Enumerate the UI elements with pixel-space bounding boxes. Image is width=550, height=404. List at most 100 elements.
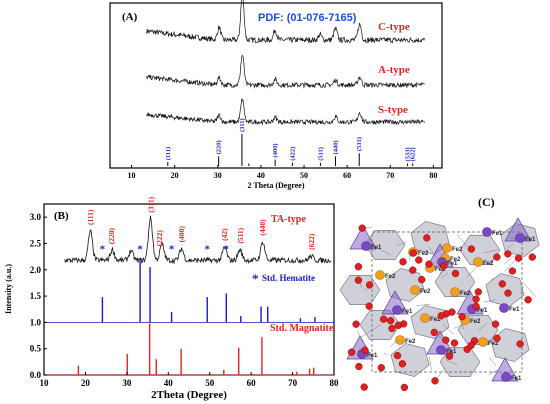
unit-cell-box xyxy=(371,231,523,373)
oxygen-atom xyxy=(474,288,482,296)
fe1-atom-label: Fe1 xyxy=(446,349,457,355)
bond xyxy=(504,255,515,265)
x-tick-label: 10 xyxy=(128,171,136,180)
x-tick-label: 80 xyxy=(429,171,437,180)
bond xyxy=(396,241,407,246)
fe2-atom-label: Fe2 xyxy=(430,317,441,323)
fe2-atom-label: Fe2 xyxy=(470,319,481,325)
y-tick-label: 3.0 xyxy=(30,212,42,222)
panel-a-series-line xyxy=(146,98,425,126)
fe1-atom xyxy=(392,305,402,315)
fe1-atom xyxy=(499,303,509,313)
bond xyxy=(523,282,536,297)
fe2-atom-label: Fe2 xyxy=(405,339,416,345)
bond xyxy=(457,233,468,248)
pdf-annotation: PDF: (01-076-7165) xyxy=(258,12,357,24)
panel-b: (B) 2Theta (Degree) Intensity (a.u.) 10 2… xyxy=(4,196,339,401)
oxygen-atom xyxy=(442,336,450,344)
x-tick-label: 20 xyxy=(81,378,91,388)
x-tick-label: 70 xyxy=(288,378,298,388)
oxygen-atom xyxy=(409,266,417,274)
reference-line-label: (440) xyxy=(333,140,340,154)
reference-line-label: (533) xyxy=(405,147,412,161)
ta-peak-label: (440) xyxy=(258,219,267,236)
panel-b-frame xyxy=(43,203,335,376)
octahedron xyxy=(434,266,476,298)
hematite-marker: * xyxy=(169,243,175,255)
y-tick-label: 1.0 xyxy=(30,317,42,327)
bond xyxy=(483,299,496,303)
bond xyxy=(445,359,458,366)
oxygen-atom xyxy=(361,346,369,354)
oxygen-atom xyxy=(360,383,368,391)
y-tick-label: 0.0 xyxy=(30,370,42,380)
bond xyxy=(483,249,498,254)
bond xyxy=(442,323,454,335)
fe2-atom xyxy=(410,285,420,295)
fe2-atom xyxy=(420,313,430,323)
x-tick-label: 80 xyxy=(330,378,340,388)
bond xyxy=(416,303,431,307)
fe1-atom-label: Fe1 xyxy=(371,245,382,251)
x-tick-label: 40 xyxy=(164,378,174,388)
bond xyxy=(453,324,464,329)
fe1-atom-label: Fe1 xyxy=(511,376,522,382)
bond xyxy=(504,260,516,272)
reference-line-label: (111) xyxy=(165,147,172,160)
fe1-atom-label: Fe1 xyxy=(447,261,458,267)
oxygen-atom xyxy=(508,267,517,275)
ta-type-pattern xyxy=(64,215,332,265)
fe2-atom-label: Fe2 xyxy=(460,291,471,297)
panel-c-crystal-structure: (C) Fe2 Fe2 Fe2 Fe2 Fe2 Fe2 Fe2 Fe2 Fe2 Fe2 Fe2 Fe2… xyxy=(339,195,540,392)
octahedron xyxy=(485,273,525,307)
octahedron xyxy=(490,328,530,362)
fe2-atom-label: Fe2 xyxy=(488,341,499,347)
panel-a: (A) PDF: (01-076-7165) 2 Theta (Degree) … xyxy=(109,0,443,190)
oxygen-atom xyxy=(491,320,500,328)
oxygen-atom xyxy=(388,324,396,333)
oxygen-atom xyxy=(355,362,363,371)
bond xyxy=(488,368,500,376)
panel-b-xlabel: 2Theta (Degree) xyxy=(151,389,227,401)
reference-line-label: (400) xyxy=(272,144,279,158)
oxygen-atom xyxy=(379,315,388,323)
fe1-atom-label: Fe1 xyxy=(477,308,488,314)
panel-a-x-ticks: 10 20 30 40 50 60 70 80 xyxy=(128,165,437,180)
bond xyxy=(383,352,387,356)
oxygen-atom xyxy=(431,377,439,385)
oxygen-atom xyxy=(467,245,476,253)
x-tick-label: 70 xyxy=(386,171,394,180)
fe1-atom xyxy=(501,372,511,382)
bond xyxy=(428,356,432,371)
oxygen-atom xyxy=(430,328,438,337)
ta-type-label: TA-type xyxy=(271,214,306,225)
oxygen-atom xyxy=(425,260,433,268)
oxygen-atom xyxy=(440,262,448,270)
bond xyxy=(441,272,449,279)
oxygen-atom xyxy=(418,275,426,284)
bond xyxy=(358,328,374,339)
oxygen-atom xyxy=(365,281,374,289)
ta-peak-label: (42) xyxy=(220,228,229,241)
panel-a-series-label: A-type xyxy=(378,64,410,76)
panel-a-frame xyxy=(109,2,443,169)
reference-line-label: (622) xyxy=(410,147,417,161)
oxygen-atom xyxy=(504,289,512,297)
x-tick-label: 10 xyxy=(40,378,50,388)
panel-a-xlabel: 2 Theta (Degree) xyxy=(247,181,304,190)
panel-a-series-label: S-type xyxy=(378,104,408,116)
fe2-atom-label: Fe2 xyxy=(483,261,494,267)
oxygen-atom xyxy=(347,348,356,356)
oxygen-atom xyxy=(524,296,532,304)
oxygen-atom xyxy=(365,302,373,310)
fe1-atom-label: Fe1 xyxy=(367,353,378,359)
fe2-atom-label: Fe2 xyxy=(435,267,446,273)
bond xyxy=(506,243,514,250)
x-tick-label: 20 xyxy=(171,171,179,180)
oxygen-atom xyxy=(377,364,385,372)
hematite-marker: * xyxy=(137,243,143,255)
oxygen-atom xyxy=(467,341,475,350)
oxygen-atom xyxy=(399,258,407,266)
